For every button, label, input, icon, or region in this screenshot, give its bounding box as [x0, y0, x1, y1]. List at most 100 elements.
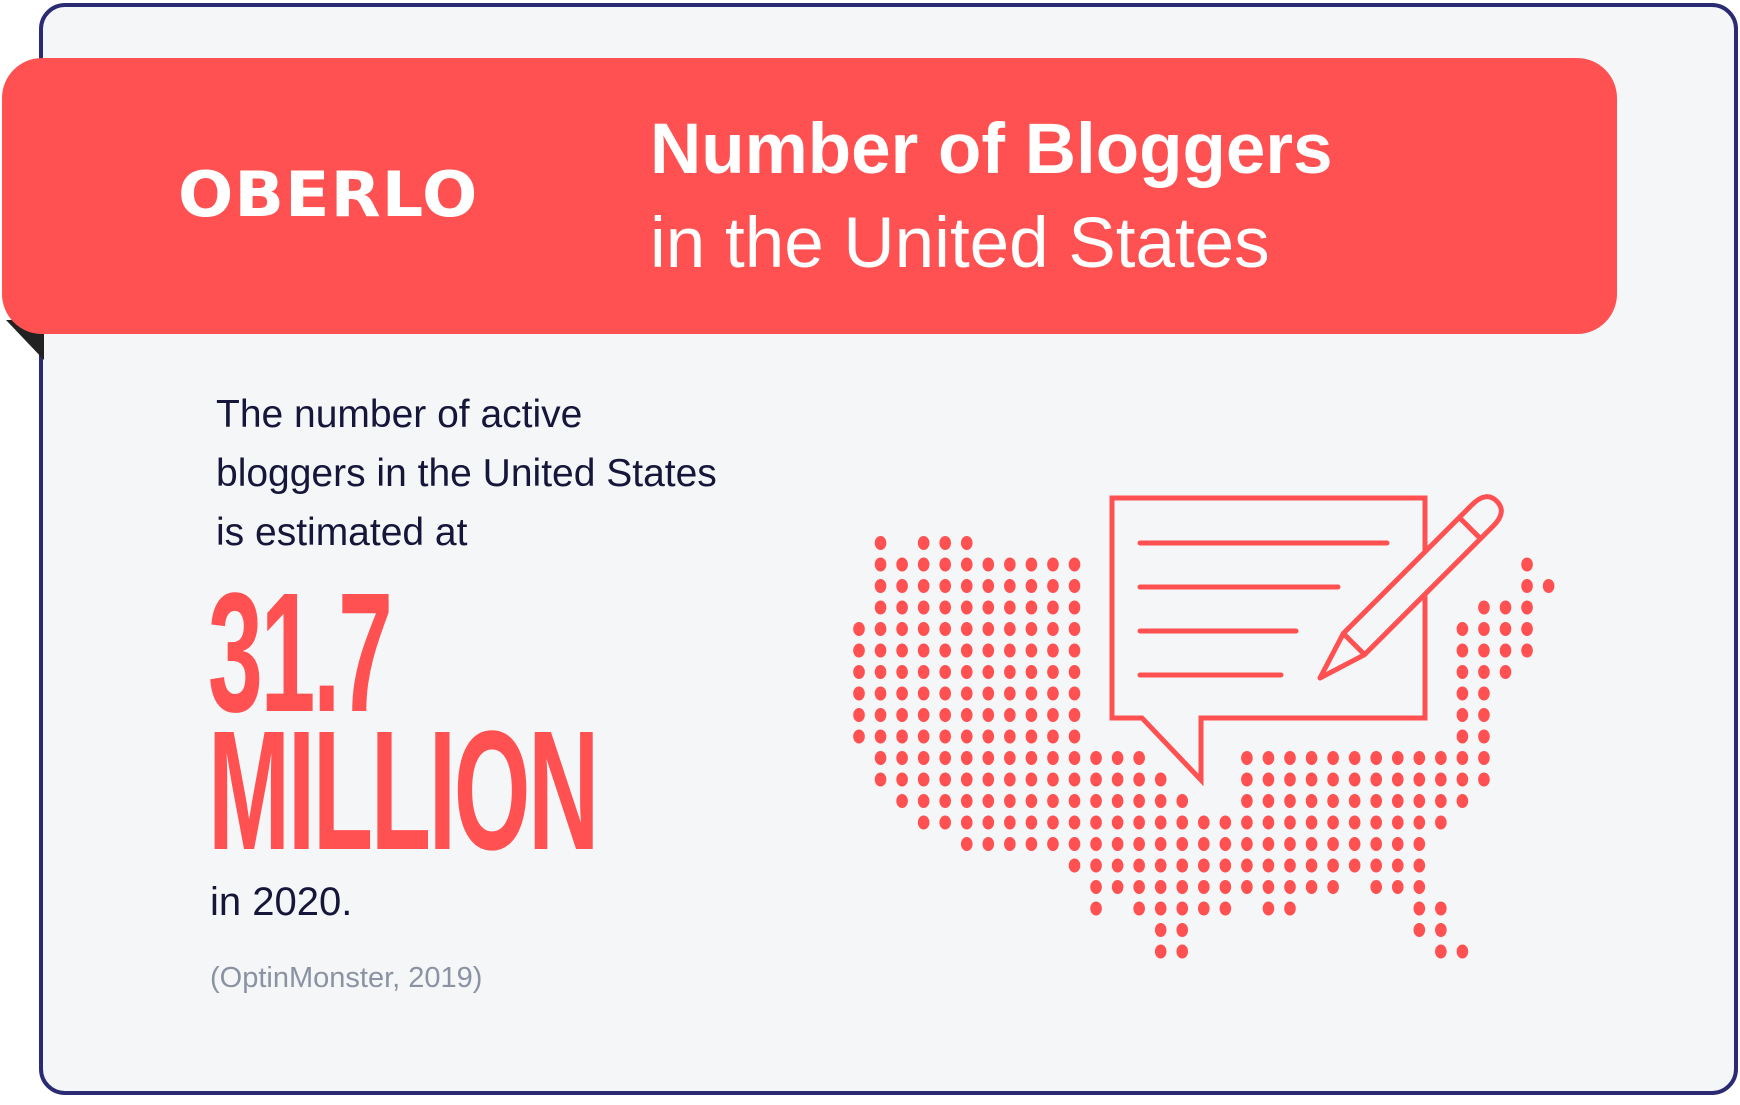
map-dot [960, 622, 973, 636]
map-dot [1198, 837, 1210, 851]
map-dot [874, 772, 887, 787]
map-dot [1068, 665, 1081, 679]
map-dot [1241, 751, 1253, 765]
map-dot [1521, 622, 1533, 636]
map-dot [1133, 901, 1145, 916]
map-dot [960, 751, 973, 765]
map-dot [853, 622, 865, 636]
map-dot [1370, 772, 1382, 787]
map-dot [982, 837, 995, 851]
map-dot [1456, 622, 1469, 636]
map-dot [1305, 880, 1318, 894]
map-dot [1262, 815, 1275, 830]
map-dot [1370, 794, 1382, 808]
map-dot [917, 622, 930, 636]
map-dot [1090, 837, 1102, 851]
map-dot [1133, 837, 1145, 851]
map-dot [1068, 579, 1081, 593]
map-dot [1456, 665, 1469, 679]
map-dot [1004, 579, 1016, 593]
map-dot [1133, 772, 1145, 787]
map-dot [1219, 858, 1232, 873]
map-dot [1025, 837, 1038, 851]
map-dot [1413, 794, 1426, 808]
map-dot [896, 686, 908, 701]
map-dot [1305, 772, 1318, 787]
map-dot [896, 751, 908, 765]
map-dot [1090, 772, 1102, 787]
map-dot [1284, 751, 1296, 765]
map-dot [1133, 815, 1145, 830]
map-dot [1370, 751, 1382, 765]
map-dot [1370, 837, 1382, 851]
map-dot [1262, 880, 1275, 894]
map-dot [1154, 944, 1167, 959]
source-citation: (OptinMonster, 2019) [210, 962, 483, 994]
map-dot [982, 622, 995, 636]
map-dot [896, 729, 908, 744]
map-dot [853, 686, 865, 701]
figure-number: 31.7 [208, 558, 393, 748]
map-dot [1004, 686, 1016, 701]
map-dot [1241, 858, 1253, 873]
map-dot [1025, 815, 1038, 830]
map-dot [1478, 686, 1490, 701]
map-dot [1176, 815, 1189, 830]
map-dot [874, 729, 887, 744]
map-dot [1305, 858, 1318, 873]
map-dot [1456, 751, 1469, 765]
map-dot [1305, 794, 1318, 808]
map-dot [874, 536, 887, 550]
map-dot [1154, 858, 1167, 873]
map-dot [1025, 665, 1038, 679]
map-dot [1478, 622, 1490, 636]
map-dot [917, 536, 930, 550]
map-dot [1004, 622, 1016, 636]
map-dot [1090, 901, 1102, 916]
map-dot [1499, 665, 1512, 679]
map-dot [1047, 600, 1059, 615]
map-dot [960, 557, 973, 572]
map-dot [1068, 751, 1081, 765]
map-dot [1370, 880, 1382, 894]
map-dot [982, 729, 995, 744]
map-dot [1478, 729, 1490, 744]
map-dot [1025, 794, 1038, 808]
map-dot [874, 600, 887, 615]
map-dot [1068, 794, 1081, 808]
map-dot [939, 708, 951, 722]
map-dot [1478, 665, 1490, 679]
map-dot [1090, 751, 1102, 765]
map-dot [1241, 837, 1253, 851]
map-dot [960, 536, 973, 550]
map-dot [1262, 751, 1275, 765]
map-dot [1176, 923, 1189, 937]
oberlo-logo: OBERLO [178, 158, 479, 231]
map-dot [1262, 837, 1275, 851]
map-dot [1047, 708, 1059, 722]
map-dot [982, 772, 995, 787]
map-dot [1370, 858, 1382, 873]
map-dot [1456, 686, 1469, 701]
map-dot [1219, 837, 1232, 851]
map-dot [1478, 708, 1490, 722]
map-dot [1047, 837, 1059, 851]
map-dot [1499, 643, 1512, 658]
map-dot [1025, 622, 1038, 636]
map-dot [896, 600, 908, 615]
map-dot [1025, 751, 1038, 765]
map-dot [1327, 837, 1339, 851]
map-dot [1068, 643, 1081, 658]
map-dot [960, 772, 973, 787]
map-dot [853, 643, 865, 658]
map-dot [1068, 600, 1081, 615]
header-band [2, 58, 1617, 334]
map-dot [874, 557, 887, 572]
map-dot [1133, 858, 1145, 873]
us-dot-map [853, 536, 1555, 959]
map-dot [1068, 858, 1081, 873]
map-dot [1478, 643, 1490, 658]
map-dot [1154, 794, 1167, 808]
map-dot [874, 622, 887, 636]
